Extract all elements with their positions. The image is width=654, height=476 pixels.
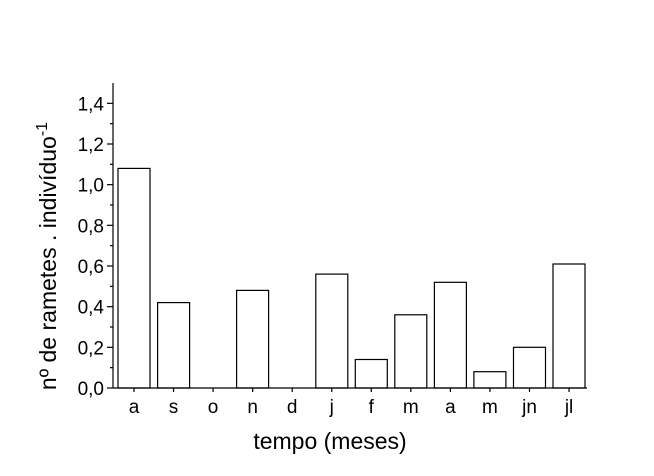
bar-9 — [473, 371, 507, 389]
y-tick-label: 1,4 — [78, 94, 105, 115]
x-axis-title: tempo (meses) — [253, 428, 406, 454]
x-tick-label: a — [445, 397, 456, 418]
y-tick-label: 1,2 — [78, 135, 104, 156]
x-tick-labels-group: a s o n d j f m a m jn jl — [129, 388, 573, 418]
bar-5 — [315, 273, 349, 389]
y-tick-label: 0,8 — [78, 216, 104, 237]
bar-8 — [433, 281, 467, 389]
x-tick-label: m — [482, 397, 498, 418]
x-tick-label: d — [287, 397, 298, 418]
x-tick-label: o — [208, 397, 219, 418]
x-tick-label: jl — [564, 397, 573, 418]
y-tick-label: 0,2 — [78, 338, 104, 359]
x-tick-label: a — [129, 397, 140, 418]
bar-6 — [354, 358, 388, 389]
x-tick-label: jn — [521, 397, 537, 418]
bar-11 — [552, 263, 586, 389]
y-tick-label: 0,0 — [78, 379, 104, 400]
y-axis-title-text: nº de rametes . indivíduo — [35, 136, 61, 390]
bar-7 — [394, 314, 428, 389]
bars-group — [117, 167, 586, 389]
x-tick-label: j — [329, 397, 334, 418]
x-tick-label: f — [369, 397, 375, 418]
x-tick-label: n — [247, 397, 258, 418]
bar-3 — [236, 289, 270, 389]
y-axis-title: nº de rametes . indivíduo-1 — [34, 122, 61, 390]
x-tick-label: m — [403, 397, 419, 418]
bar-0 — [117, 167, 151, 389]
bar-10 — [512, 346, 547, 389]
y-ticks-group: 0,0 0,2 0,4 0,6 0,8 1,0 1,2 1,4 — [78, 94, 113, 400]
y-axis-title-superscript: -1 — [34, 122, 51, 136]
x-tick-label: s — [169, 397, 179, 418]
y-tick-label: 0,4 — [78, 298, 105, 319]
y-tick-label: 1,0 — [78, 176, 104, 197]
bar-1 — [157, 302, 191, 389]
y-tick-label: 0,6 — [78, 257, 104, 278]
